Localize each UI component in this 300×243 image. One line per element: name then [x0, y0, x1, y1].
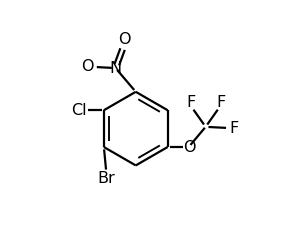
Text: Cl: Cl — [72, 103, 87, 118]
Text: O: O — [118, 32, 130, 47]
Text: Br: Br — [98, 171, 115, 186]
Text: F: F — [186, 95, 195, 110]
Text: N: N — [110, 61, 122, 76]
Text: O: O — [81, 59, 93, 74]
Text: F: F — [230, 121, 239, 136]
Text: O: O — [184, 139, 196, 155]
Text: F: F — [216, 95, 225, 110]
